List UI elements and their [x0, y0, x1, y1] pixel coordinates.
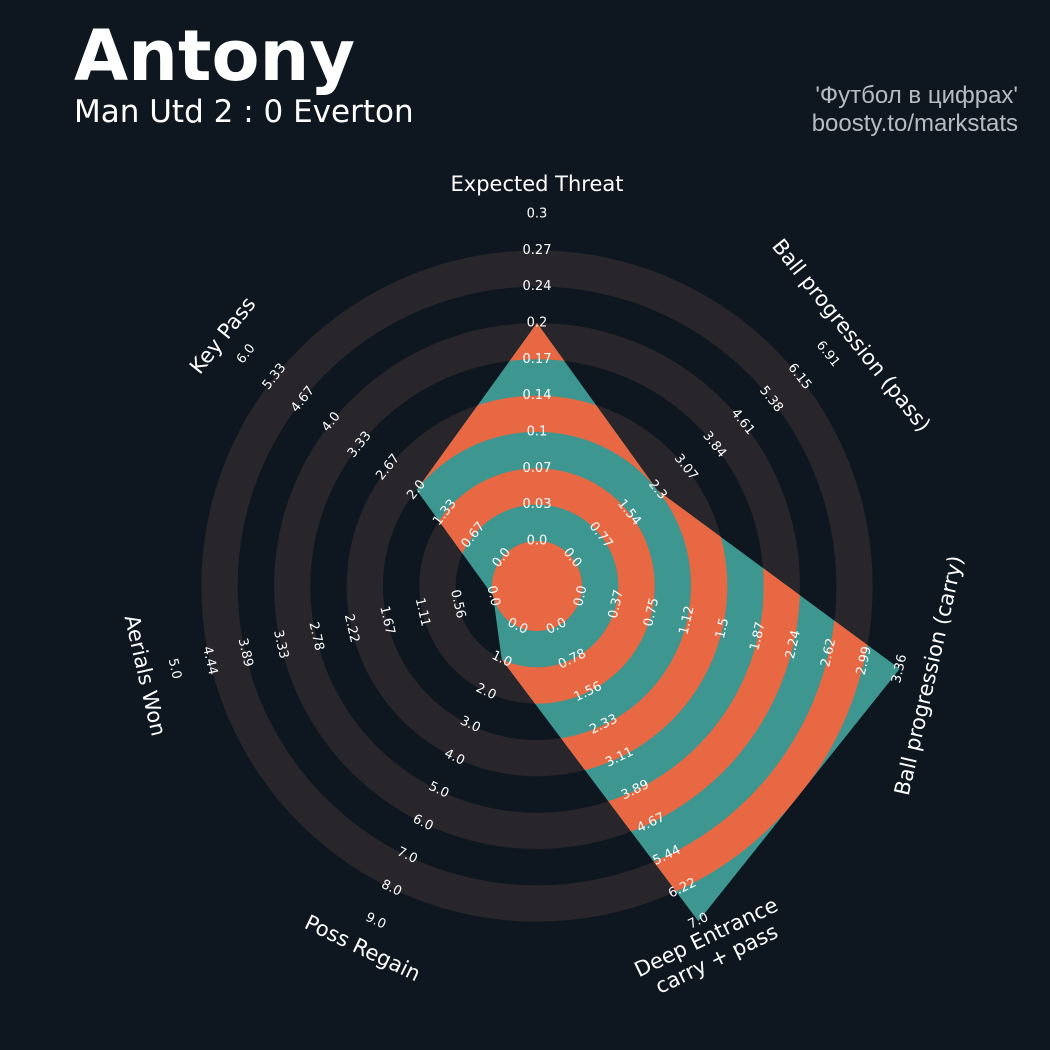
tick-label: 3.36 [889, 653, 910, 685]
tick-label: 6.91 [813, 338, 843, 370]
tick-label: 2.22 [341, 613, 362, 645]
param-label-line: Key Pass [185, 292, 261, 378]
param-label-line: Aerials Won [120, 613, 171, 739]
tick-label: 0.17 [523, 352, 552, 367]
tick-label: 0.27 [523, 243, 552, 258]
tick-label: 0.56 [447, 588, 468, 620]
tick-label: 0.2 [527, 316, 548, 331]
tick-label: 2.62 [818, 637, 839, 669]
param-label: Key Pass [185, 292, 261, 378]
tick-label: 3.89 [235, 637, 256, 669]
tick-label: 1.87 [747, 621, 768, 653]
param-label: Deep Entrancecarry + pass [631, 893, 792, 1004]
polygon-inner-disc [492, 541, 582, 631]
tick-label: 9.0 [363, 910, 388, 932]
tick-label: 0.14 [523, 388, 552, 403]
tick-label: 1.11 [412, 596, 433, 628]
player-name: Antony [74, 15, 356, 97]
param-label-line: Poss Regain [301, 910, 424, 986]
tick-label: 0.24 [523, 279, 552, 294]
param-label: Poss Regain [301, 910, 424, 986]
credit-channel: 'Футбол в цифрах' [815, 82, 1018, 109]
tick-label: 0.3 [527, 207, 548, 222]
tick-label: 2.99 [854, 645, 875, 677]
tick-label: 2.78 [305, 621, 326, 653]
tick-label: 0.1 [527, 425, 548, 440]
tick-label: 0.0 [527, 534, 548, 549]
param-label: Aerials Won [120, 613, 171, 739]
tick-label: 0.07 [523, 461, 552, 476]
tick-label: 0.0 [571, 584, 590, 608]
tick-label: 1.5 [713, 617, 732, 641]
tick-label: 4.44 [199, 645, 220, 677]
credit-url: boosty.to/markstats [811, 110, 1018, 137]
tick-label: 5.0 [165, 657, 184, 681]
tick-label: 0.37 [606, 588, 627, 620]
param-label: Expected Threat [451, 172, 624, 196]
tick-label: 2.24 [783, 629, 804, 661]
match-score: Man Utd 2 : 0 Everton [74, 94, 414, 130]
credit-block: 'Футбол в цифрах' boosty.to/markstats [812, 82, 1018, 138]
tick-label: 0.0 [483, 584, 502, 608]
tick-label: 1.12 [677, 605, 698, 637]
tick-label: 6.0 [234, 341, 259, 367]
tick-label: 0.75 [641, 596, 662, 628]
param-label-line: Expected Threat [451, 172, 624, 196]
tick-label: 0.03 [523, 497, 552, 512]
tick-label: 1.67 [376, 605, 397, 637]
tick-label: 3.33 [270, 629, 291, 661]
